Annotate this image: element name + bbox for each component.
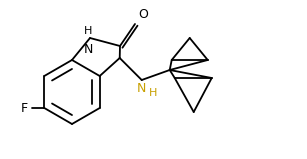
Text: H: H [84, 26, 92, 36]
Text: H: H [149, 88, 157, 98]
Text: O: O [138, 8, 148, 21]
Text: F: F [21, 101, 28, 114]
Text: N: N [137, 82, 146, 95]
Text: N: N [83, 43, 93, 56]
